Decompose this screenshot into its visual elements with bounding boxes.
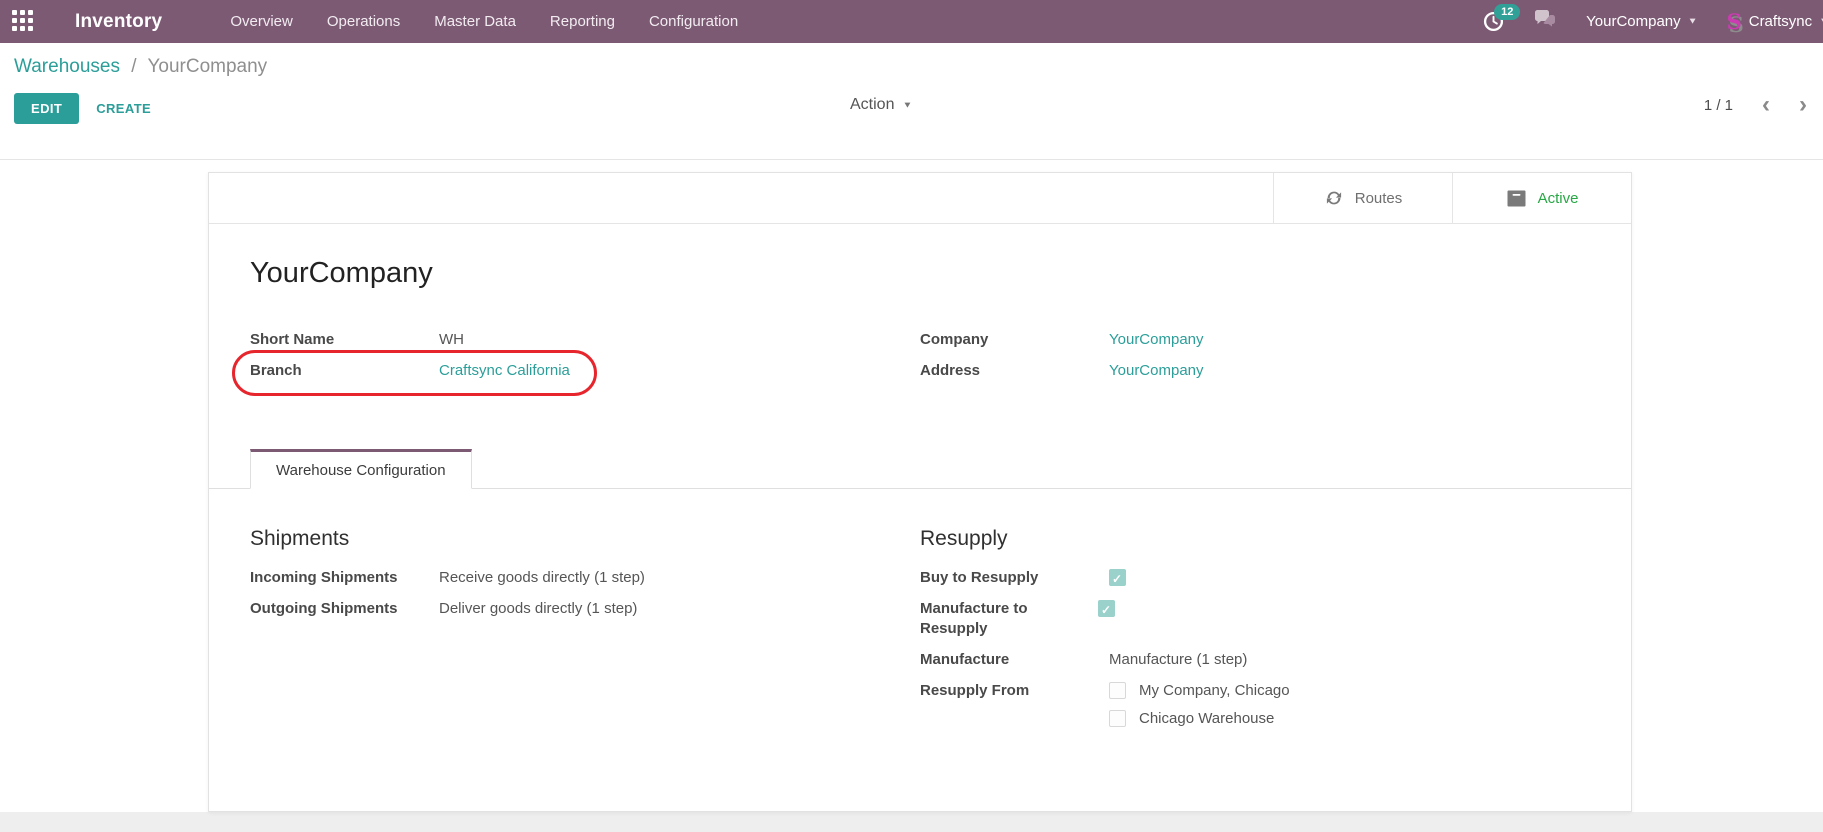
- pager-previous-icon[interactable]: ‹: [1762, 91, 1770, 118]
- buy-to-resupply-label: Buy to Resupply: [920, 569, 1039, 586]
- warehouse-title: YourCompany: [250, 257, 433, 289]
- short-name-row: Short Name WH: [250, 330, 920, 350]
- user-avatar: S: [1726, 8, 1742, 34]
- address-label: Address: [920, 362, 981, 379]
- menu-reporting[interactable]: Reporting: [549, 13, 615, 30]
- menu-overview[interactable]: Overview: [230, 13, 293, 30]
- apps-menu-icon[interactable]: [12, 10, 35, 33]
- activity-badge: 12: [1494, 4, 1521, 20]
- manufacture-row: Manufacture Manufacture (1 step): [920, 650, 1590, 670]
- routes-button-label: Routes: [1354, 189, 1403, 207]
- messages-icon[interactable]: [1533, 9, 1557, 34]
- manufacture-value: Manufacture (1 step): [1109, 651, 1248, 668]
- app-name[interactable]: Inventory: [75, 10, 163, 32]
- create-button[interactable]: CREATE: [96, 100, 152, 116]
- outgoing-shipments-label: Outgoing Shipments: [250, 600, 398, 617]
- stat-button-box: Routes Active: [209, 173, 1631, 224]
- right-field-group: Company YourCompany Address YourCompany: [920, 330, 1590, 392]
- routes-button[interactable]: Routes: [1273, 173, 1452, 223]
- top-navbar: Inventory Overview Operations Master Dat…: [0, 0, 1823, 43]
- resupply-from-label: Resupply From: [920, 682, 1030, 699]
- address-value-link[interactable]: YourCompany: [1109, 362, 1204, 379]
- resupply-from-row: Resupply From My Company, Chicago Chicag…: [920, 681, 1590, 737]
- breadcrumb: Warehouses / YourCompany: [14, 43, 1809, 78]
- menu-operations[interactable]: Operations: [326, 13, 401, 30]
- resupply-title: Resupply: [920, 527, 1008, 550]
- main-menu: Overview Operations Master Data Reportin…: [230, 13, 738, 30]
- buy-to-resupply-row: Buy to Resupply: [920, 568, 1590, 589]
- short-name-value: WH: [439, 331, 464, 348]
- breadcrumb-current: YourCompany: [147, 56, 268, 77]
- branch-row: Branch Craftsync California: [232, 350, 920, 396]
- address-row: Address YourCompany: [920, 361, 1590, 381]
- incoming-shipments-label: Incoming Shipments: [250, 569, 398, 586]
- user-menu[interactable]: S Craftsync ▼: [1726, 8, 1823, 34]
- tab-content: Shipments Incoming Shipments Receive goo…: [250, 489, 1590, 748]
- my-company-chicago-label: My Company, Chicago: [1139, 682, 1290, 699]
- shipments-group: Shipments Incoming Shipments Receive goo…: [250, 527, 920, 748]
- clock-icon: [1484, 11, 1504, 32]
- manufacture-to-resupply-row: Manufacture to Resupply: [920, 599, 1590, 639]
- sync-icon: [1326, 191, 1341, 205]
- manufacture-to-resupply-label: Manufacture to Resupply: [920, 600, 1028, 637]
- pager-value: 1 / 1: [1703, 96, 1733, 114]
- navbar-right: 12 YourCompany ▼ S Craftsync ▼: [1483, 4, 1823, 34]
- menu-configuration[interactable]: Configuration: [648, 13, 739, 30]
- company-switcher[interactable]: YourCompany ▼: [1586, 13, 1697, 30]
- chevron-down-icon: ▼: [1687, 16, 1698, 27]
- chicago-warehouse-checkbox[interactable]: [1109, 710, 1126, 727]
- branch-value-link[interactable]: Craftsync California: [439, 362, 570, 379]
- company-row: Company YourCompany: [920, 330, 1590, 350]
- edit-button[interactable]: EDIT: [14, 92, 80, 124]
- shipments-title: Shipments: [250, 527, 350, 550]
- chevron-down-icon: ▼: [902, 100, 913, 110]
- resupply-group: Resupply Buy to Resupply Manufacture to …: [920, 527, 1590, 748]
- menu-master-data[interactable]: Master Data: [434, 13, 516, 30]
- action-dropdown[interactable]: Action ▼: [850, 96, 912, 114]
- chicago-warehouse-label: Chicago Warehouse: [1139, 710, 1275, 727]
- company-switcher-label: YourCompany: [1586, 13, 1681, 30]
- pager: 1 / 1 ‹ ›: [1703, 91, 1807, 118]
- archive-box-icon: [1507, 190, 1526, 206]
- resupply-from-options: My Company, Chicago Chicago Warehouse: [1109, 681, 1290, 737]
- manufacture-label: Manufacture: [920, 651, 1010, 668]
- active-button[interactable]: Active: [1452, 173, 1631, 223]
- field-grid: Short Name WH Branch Craftsync Californi…: [232, 330, 1590, 396]
- tab-bar: Warehouse Configuration: [209, 449, 1631, 489]
- buy-to-resupply-checkbox[interactable]: [1109, 569, 1126, 589]
- warehouse-form-sheet: Routes Active YourCompany Short Name WH …: [208, 172, 1632, 812]
- manufacture-to-resupply-checkbox[interactable]: [1098, 600, 1115, 620]
- company-label: Company: [920, 331, 989, 348]
- page-bottom-strip: [0, 812, 1823, 832]
- branch-label: Branch: [250, 362, 302, 379]
- control-panel: Warehouses / YourCompany EDIT CREATE Act…: [0, 43, 1823, 160]
- sheet-inner: YourCompany Short Name WH Branch Craftsy…: [209, 257, 1631, 748]
- outgoing-shipments-value: Deliver goods directly (1 step): [439, 600, 638, 617]
- left-field-group: Short Name WH Branch Craftsync Californi…: [232, 330, 920, 396]
- incoming-shipments-value: Receive goods directly (1 step): [439, 569, 645, 586]
- action-dropdown-label: Action: [850, 96, 895, 113]
- active-button-label: Active: [1537, 189, 1579, 207]
- company-value-link[interactable]: YourCompany: [1109, 331, 1204, 348]
- pager-next-icon[interactable]: ›: [1799, 91, 1807, 118]
- breadcrumb-separator: /: [131, 56, 137, 77]
- short-name-label: Short Name: [250, 331, 335, 348]
- resupply-option-row: My Company, Chicago: [1109, 681, 1290, 700]
- activity-menu[interactable]: 12: [1483, 4, 1521, 32]
- control-panel-buttons: EDIT CREATE Action ▼ 1 / 1 ‹ ›: [14, 90, 1809, 126]
- outgoing-shipments-row: Outgoing Shipments Deliver goods directl…: [250, 599, 920, 619]
- tab-warehouse-configuration[interactable]: Warehouse Configuration: [250, 449, 472, 489]
- resupply-option-row: Chicago Warehouse: [1109, 709, 1290, 728]
- user-name: Craftsync: [1748, 13, 1813, 30]
- breadcrumb-warehouses[interactable]: Warehouses: [14, 56, 120, 77]
- my-company-chicago-checkbox[interactable]: [1109, 682, 1126, 699]
- chevron-down-icon: ▼: [1819, 17, 1823, 26]
- incoming-shipments-row: Incoming Shipments Receive goods directl…: [250, 568, 920, 588]
